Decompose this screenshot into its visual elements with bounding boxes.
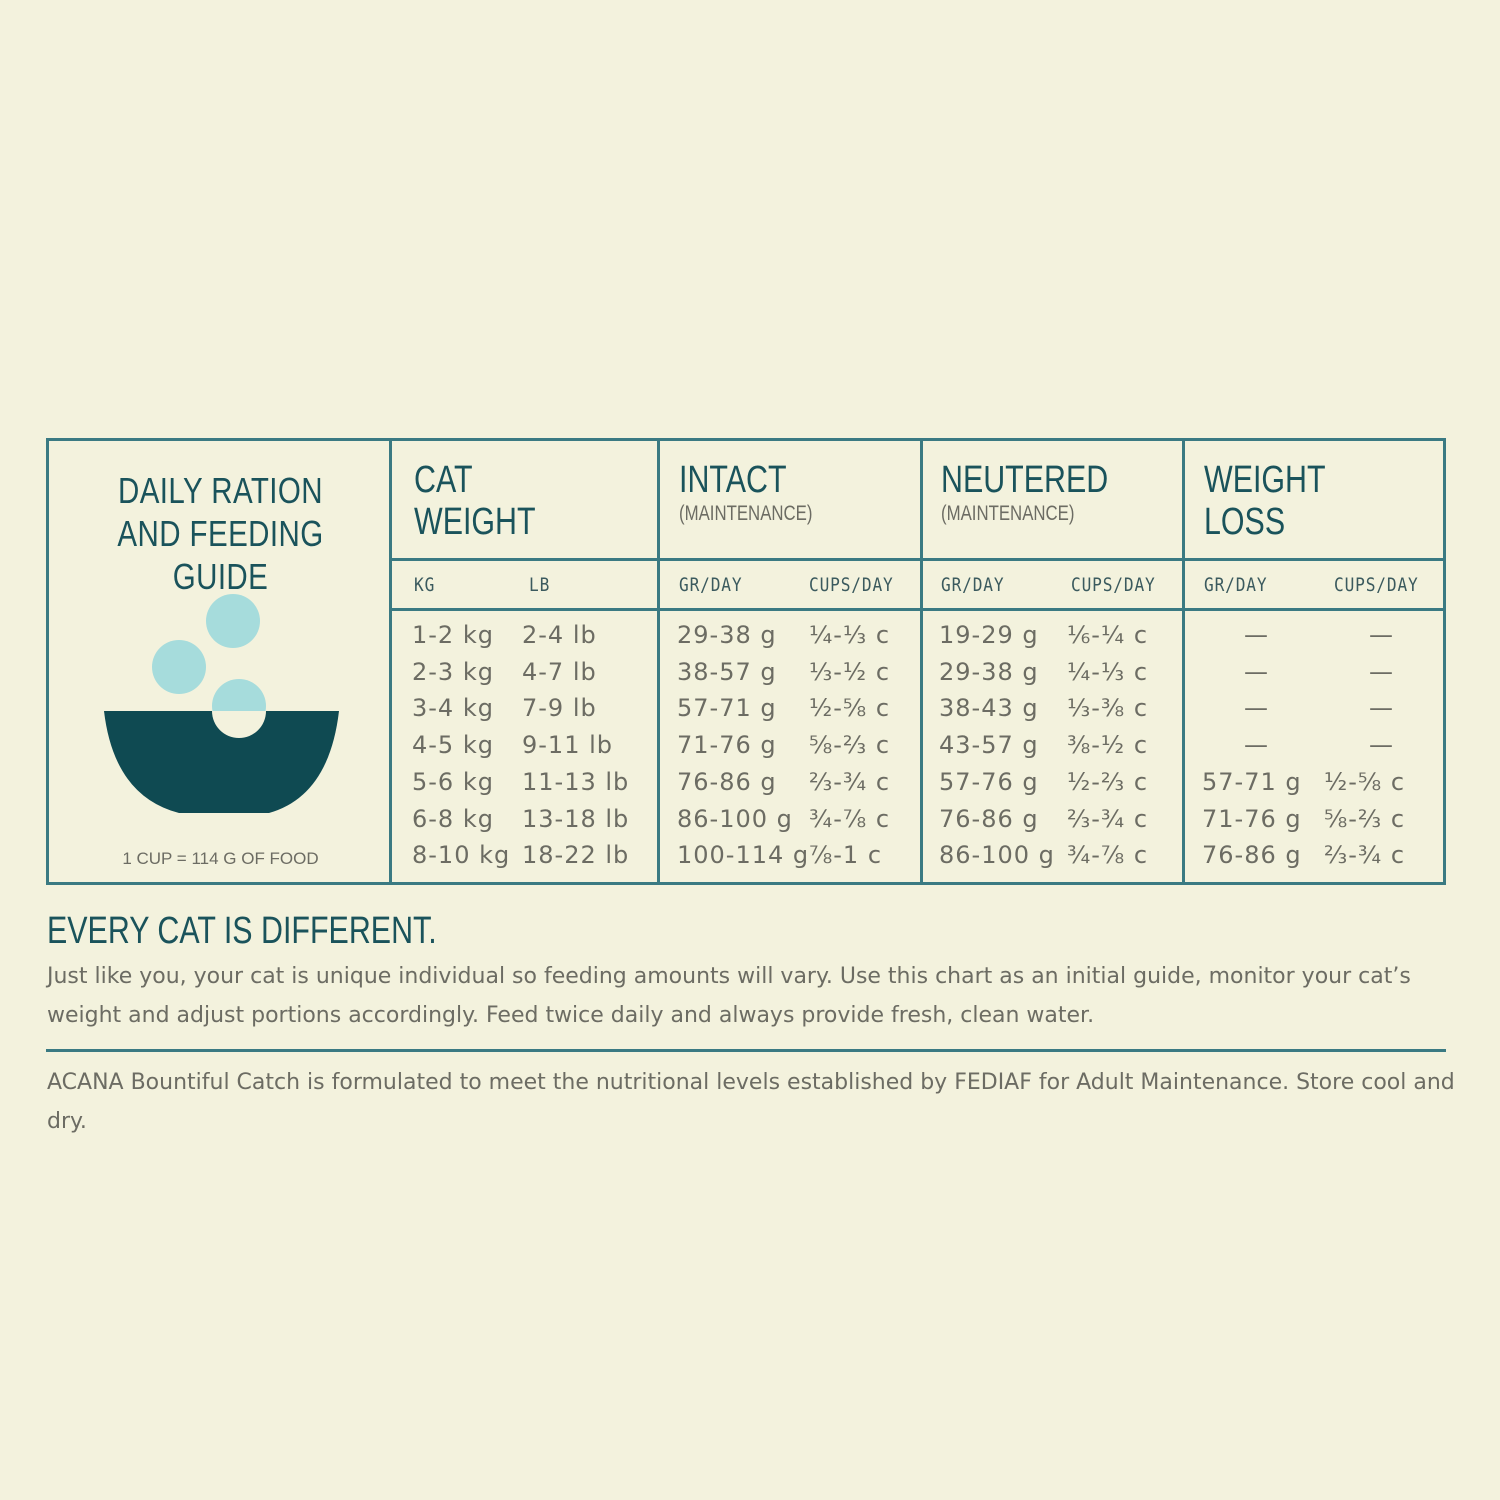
table-cell: 19-29 g xyxy=(939,621,1039,649)
column-header: INTACT (MAINTENANCE) xyxy=(679,459,812,527)
table-cell: ⅓-⅜ c xyxy=(1067,694,1149,723)
cup-note: 1 CUP = 114 G OF FOOD xyxy=(122,849,319,868)
table-cell: 71-76 g xyxy=(1202,804,1302,833)
kibble-icon xyxy=(206,594,260,648)
divider xyxy=(389,441,392,882)
table-cell: 57-71 g xyxy=(1202,767,1302,796)
table-cell: 86-100 g xyxy=(677,804,793,833)
table-cell: — xyxy=(1244,694,1269,723)
divider xyxy=(920,441,923,882)
table-cell: ⅔-¾ c xyxy=(809,767,891,796)
table-cell: ⅞-1 c xyxy=(809,841,883,870)
table-cell: 7-9 lb xyxy=(522,694,597,723)
table-cell: ¾-⅞ c xyxy=(1067,841,1149,870)
table-cell: 76-86 g xyxy=(1202,841,1302,870)
divider xyxy=(657,441,660,882)
table-cell: 86-100 g xyxy=(939,841,1055,870)
table-cell: 29-38 g xyxy=(677,621,777,649)
table-cell: 3-4 kg xyxy=(412,694,494,723)
table-cell: — xyxy=(1369,621,1394,649)
sub-column-header: KG xyxy=(414,574,436,596)
table-cell: 4-5 kg xyxy=(412,731,494,760)
table-cell: ⅝-⅔ c xyxy=(1324,804,1406,833)
table-cell: 11-13 lb xyxy=(522,767,630,796)
divider xyxy=(46,1049,1446,1052)
table-cell: 57-76 g xyxy=(939,767,1039,796)
column-header: WEIGHT LOSS xyxy=(1204,459,1326,543)
table-cell: — xyxy=(1244,621,1269,649)
divider xyxy=(1182,441,1185,882)
table-cell: ¾-⅞ c xyxy=(809,804,891,833)
table-cell: ¼-⅓ c xyxy=(809,621,891,649)
table-cell: — xyxy=(1369,731,1394,760)
table-cell: 2-4 lb xyxy=(522,621,597,649)
guide-title-line-2: AND FEEDING GUIDE xyxy=(117,513,324,597)
column-header-line: CAT xyxy=(414,459,473,501)
table-cell: 9-11 lb xyxy=(522,731,613,760)
table-cell: 76-86 g xyxy=(677,767,777,796)
table-cell: 1-2 kg xyxy=(412,621,494,649)
table-cell: 76-86 g xyxy=(939,804,1039,833)
column-header-line: INTACT xyxy=(679,459,787,501)
sub-column-header: CUPS/DAY xyxy=(1334,574,1419,596)
table-cell: 13-18 lb xyxy=(522,804,630,833)
table-cell: — xyxy=(1244,657,1269,686)
sub-column-header: CUPS/DAY xyxy=(1071,574,1156,596)
bowl-with-kibble-icon xyxy=(104,594,339,813)
table-cell: — xyxy=(1369,694,1394,723)
column-header-line: LOSS xyxy=(1204,501,1286,543)
column-header: CAT WEIGHT xyxy=(414,459,536,543)
table-cell: ⅙-¼ c xyxy=(1067,621,1149,649)
table-cell: 29-38 g xyxy=(939,657,1039,686)
notes-body: Just like you, your cat is unique indivi… xyxy=(47,964,1411,1028)
table-cell: 8-10 kg xyxy=(412,841,511,870)
sub-column-header: CUPS/DAY xyxy=(809,574,894,596)
table-cell: 100-114 g xyxy=(677,841,810,870)
column-header: NEUTERED (MAINTENANCE) xyxy=(941,459,1108,527)
divider xyxy=(392,558,1443,561)
table-cell: 6-8 kg xyxy=(412,804,494,833)
divider xyxy=(392,608,1443,611)
table-cell: 38-43 g xyxy=(939,694,1039,723)
table-cell: 2-3 kg xyxy=(412,657,494,686)
table-cell: ⅔-¾ c xyxy=(1324,841,1406,870)
table-cell: ½-⅝ c xyxy=(809,694,891,723)
guide-title: DAILY RATION AND FEEDING GUIDE xyxy=(80,469,361,598)
table-cell: ⅓-½ c xyxy=(809,657,891,686)
table-cell: — xyxy=(1244,731,1269,760)
column-subtitle: (MAINTENANCE) xyxy=(941,502,1075,525)
feeding-guide-table: DAILY RATION AND FEEDING GUIDE 1 CUP = 1… xyxy=(46,438,1446,885)
table-cell: 57-71 g xyxy=(677,694,777,723)
sub-column-header: GR/DAY xyxy=(1204,574,1268,596)
sub-column-header: GR/DAY xyxy=(679,574,743,596)
column-subtitle: (MAINTENANCE) xyxy=(679,502,813,525)
table-cell: ⅔-¾ c xyxy=(1067,804,1149,833)
table-cell: ¼-⅓ c xyxy=(1067,657,1149,686)
table-cell: 43-57 g xyxy=(939,731,1039,760)
table-cell: ⅝-⅔ c xyxy=(809,731,891,760)
sub-column-header: GR/DAY xyxy=(941,574,1005,596)
footer-note: ACANA Bountiful Catch is formulated to m… xyxy=(47,1070,1455,1134)
table-cell: 18-22 lb xyxy=(522,841,630,870)
kibble-icon xyxy=(152,640,206,694)
table-cell: ⅜-½ c xyxy=(1067,731,1149,760)
column-header-line: WEIGHT xyxy=(414,501,536,543)
table-cell: 71-76 g xyxy=(677,731,777,760)
table-cell: ½-⅝ c xyxy=(1324,767,1406,796)
column-header-line: NEUTERED xyxy=(941,459,1109,501)
column-header-line: WEIGHT xyxy=(1204,459,1326,501)
sub-column-header: LB xyxy=(529,574,551,596)
bowl-icon xyxy=(104,711,339,813)
table-cell: 5-6 kg xyxy=(412,767,494,796)
guide-title-line-1: DAILY RATION xyxy=(117,470,324,511)
table-cell: — xyxy=(1369,657,1394,686)
notes-heading: EVERY CAT IS DIFFERENT. xyxy=(47,910,437,952)
table-cell: 4-7 lb xyxy=(522,657,597,686)
table-cell: ½-⅔ c xyxy=(1067,767,1149,796)
table-cell: 38-57 g xyxy=(677,657,777,686)
